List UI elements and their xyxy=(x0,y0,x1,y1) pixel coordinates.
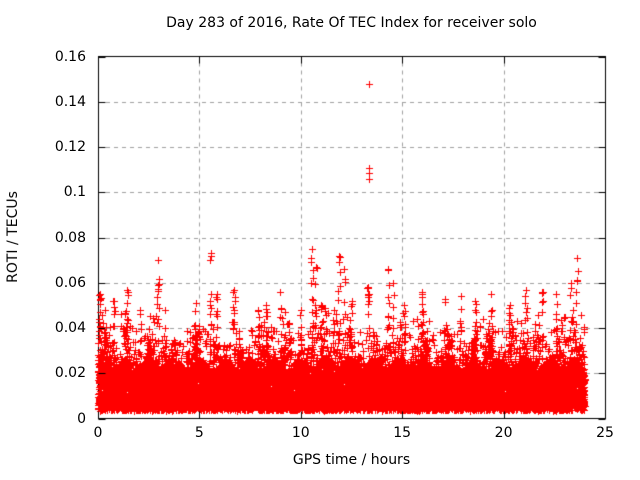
y-tick-label: 0.14 xyxy=(54,93,86,110)
y-tick-label: 0.16 xyxy=(54,48,86,65)
y-tick-label: 0.02 xyxy=(54,365,86,382)
x-axis-label: GPS time / hours xyxy=(292,452,411,468)
y-tick-label: 0.08 xyxy=(54,229,86,246)
y-tick-label: 0.12 xyxy=(54,139,86,155)
x-tick-label: 15 xyxy=(393,425,412,441)
x-tick-label: 10 xyxy=(291,425,310,441)
y-axis-label: ROTI / TECUs xyxy=(5,191,21,283)
x-tick-label: 20 xyxy=(494,425,513,441)
y-tick-label: 0.1 xyxy=(63,184,86,201)
y-tick-label: 0.04 xyxy=(54,320,86,336)
y-tick-label: 0.06 xyxy=(54,274,86,291)
y-tick-label: 0 xyxy=(77,410,86,427)
chart-title: Day 283 of 2016, Rate Of TEC Index for r… xyxy=(166,15,537,31)
x-tick-label: 0 xyxy=(93,425,103,441)
x-tick-label: 5 xyxy=(194,425,204,441)
x-tick-label: 25 xyxy=(596,425,614,441)
